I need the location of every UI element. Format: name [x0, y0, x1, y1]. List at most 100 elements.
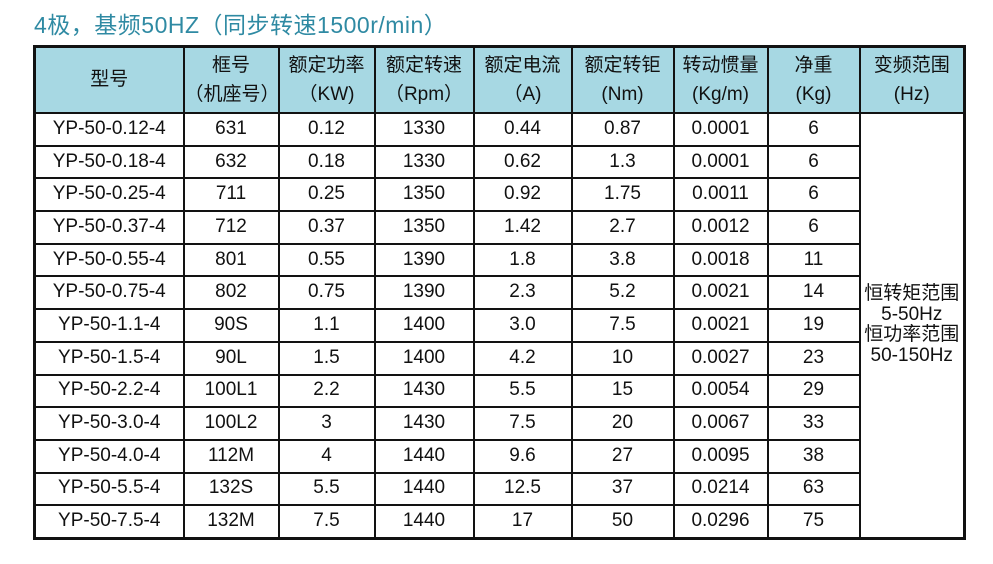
value-cell: 2.3: [472, 275, 573, 311]
value-cell: 1350: [373, 210, 475, 245]
value-cell: 90S: [182, 308, 280, 343]
value-cell: 6: [766, 210, 861, 245]
value-cell: 100L1: [182, 373, 280, 409]
value-cell: 1430: [373, 406, 475, 441]
table-row: YP-50-0.25-4 711 0.25 1350 0.92 1.75 0.0011 6: [33, 177, 965, 213]
value-cell: 27: [570, 438, 675, 474]
table-row: YP-50-0.37-4 712 0.37 1350 1.42 2.7 0.0012 6: [33, 210, 965, 245]
value-cell: 0.62: [472, 144, 573, 180]
value-cell: 3.8: [570, 242, 675, 278]
value-cell: 0.0095: [672, 438, 769, 474]
value-cell: 1400: [373, 340, 475, 376]
table-row: YP-50-7.5-4 132M 7.5 1440 17 50 0.0296 75: [33, 504, 965, 540]
value-cell: 0.0001: [672, 144, 769, 180]
value-cell: 29: [766, 373, 861, 409]
value-cell: 2.7: [570, 210, 675, 245]
value-cell: 5.2: [570, 275, 675, 311]
value-cell: 20: [570, 406, 675, 441]
value-cell: 10: [570, 340, 675, 376]
value-cell: 17: [472, 504, 573, 540]
value-cell: 132S: [182, 471, 280, 507]
value-cell: 14: [766, 275, 861, 311]
value-cell: 6: [766, 177, 861, 213]
value-cell: 15: [570, 373, 675, 409]
value-cell: 0.44: [472, 112, 573, 147]
column-header: 转动惯量 (Kg/m): [672, 45, 769, 114]
value-cell: 0.0067: [672, 406, 769, 441]
value-cell: 90L: [182, 340, 280, 376]
table-row: YP-50-1.5-4 90L 1.5 1400 4.2 10 0.0027 23: [33, 340, 965, 376]
value-cell: 0.92: [472, 177, 573, 213]
value-cell: 0.18: [277, 144, 376, 180]
value-cell: 0.0011: [672, 177, 769, 213]
value-cell: 0.0214: [672, 471, 769, 507]
table-row: YP-50-0.75-4 802 0.75 1390 2.3 5.2 0.0021 14: [33, 275, 965, 311]
value-cell: 1.75: [570, 177, 675, 213]
value-cell: 0.0018: [672, 242, 769, 278]
table-row: YP-50-3.0-4 100L2 3 1430 7.5 20 0.0067 33: [33, 406, 965, 441]
value-cell: 0.25: [277, 177, 376, 213]
value-cell: 37: [570, 471, 675, 507]
value-cell: 1440: [373, 438, 475, 474]
value-cell: 0.0012: [672, 210, 769, 245]
model-cell: YP-50-3.0-4: [33, 406, 185, 441]
column-header: 额定转钜 (Nm): [570, 45, 675, 114]
value-cell: 5.5: [472, 373, 573, 409]
value-cell: 7.5: [277, 504, 376, 540]
value-cell: 631: [182, 112, 280, 147]
value-cell: 1390: [373, 242, 475, 278]
header-row: 型号 框号 （机座号） 额定功率 （KW) 额定转速 （Rpm） 额定电流 （A) 额定转钜 (Nm…: [33, 45, 966, 114]
value-cell: 0.0296: [672, 504, 769, 540]
value-cell: 711: [182, 177, 280, 213]
page-title: 4极，基频50HZ（同步转速1500r/min）: [34, 12, 448, 38]
value-cell: 1440: [373, 504, 475, 540]
value-cell: 132M: [182, 504, 280, 540]
table-row: YP-50-5.5-4 132S 5.5 1440 12.5 37 0.0214 63: [33, 471, 965, 507]
value-cell: 4: [277, 438, 376, 474]
model-cell: YP-50-2.2-4: [33, 373, 185, 409]
value-cell: 12.5: [472, 471, 573, 507]
value-cell: 802: [182, 275, 280, 311]
value-cell: 1.3: [570, 144, 675, 180]
value-cell: 50: [570, 504, 675, 540]
value-cell: 1430: [373, 373, 475, 409]
value-cell: 0.0021: [672, 308, 769, 343]
value-cell: 1350: [373, 177, 475, 213]
value-cell: 801: [182, 242, 280, 278]
value-cell: 11: [766, 242, 861, 278]
value-cell: 0.0021: [672, 275, 769, 311]
value-cell: 1.42: [472, 210, 573, 245]
value-cell: 0.87: [570, 112, 675, 147]
column-header: 框号 （机座号）: [182, 45, 280, 114]
table-row: YP-50-0.12-4 631 0.12 1330 0.44 0.87 0.0001 6 恒转…: [33, 111, 966, 540]
value-cell: 1400: [373, 308, 475, 343]
model-cell: YP-50-5.5-4: [33, 471, 185, 507]
value-cell: 7.5: [570, 308, 675, 343]
frequency-range-line: 恒转矩范围: [864, 282, 960, 304]
value-cell: 0.37: [277, 210, 376, 245]
value-cell: 1330: [373, 112, 475, 147]
value-cell: 2.2: [277, 373, 376, 409]
frequency-range-line: 恒功率范围: [864, 324, 960, 346]
model-cell: YP-50-1.5-4: [33, 340, 185, 376]
value-cell: 1330: [373, 144, 475, 180]
value-cell: 100L2: [182, 406, 280, 441]
value-cell: 712: [182, 210, 280, 245]
column-header: 额定转速 （Rpm）: [373, 45, 475, 114]
model-cell: YP-50-0.37-4: [33, 210, 185, 245]
model-cell: YP-50-0.55-4: [33, 242, 185, 278]
value-cell: 1.5: [277, 340, 376, 376]
value-cell: 0.0054: [672, 373, 769, 409]
value-cell: 3: [277, 406, 376, 441]
value-cell: 4.2: [472, 340, 573, 376]
value-cell: 0.0001: [672, 112, 769, 147]
value-cell: 1440: [373, 471, 475, 507]
frequency-range-line: 50-150Hz: [870, 345, 953, 367]
model-cell: YP-50-0.12-4: [33, 112, 185, 147]
column-header: 额定功率 （KW): [277, 45, 376, 114]
value-cell: 5.5: [277, 471, 376, 507]
value-cell: 0.12: [277, 112, 376, 147]
frequency-range-cell: 恒转矩范围 5-50Hz 恒功率范围 50-150Hz: [858, 111, 966, 540]
value-cell: 19: [766, 308, 861, 343]
value-cell: 112M: [182, 438, 280, 474]
